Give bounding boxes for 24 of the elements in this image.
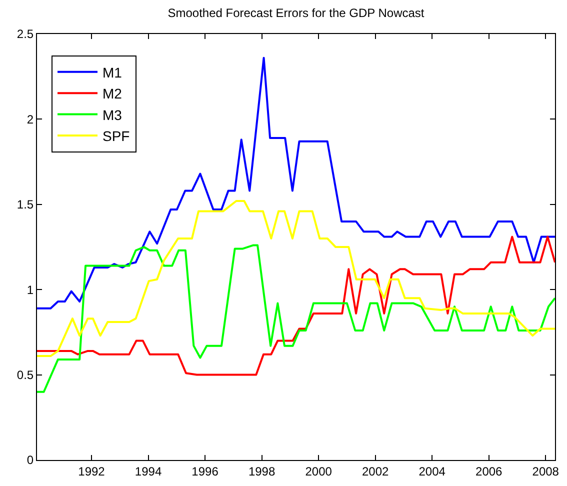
x-tick-label: 2006 bbox=[476, 464, 503, 478]
x-tick-label: 2002 bbox=[362, 464, 389, 478]
legend-label: M1 bbox=[102, 64, 122, 80]
line-series bbox=[37, 56, 555, 310]
y-tick-label: 2 bbox=[26, 112, 34, 126]
line-series bbox=[37, 244, 555, 393]
y-tick-label: 1 bbox=[26, 282, 34, 297]
legend-label: M3 bbox=[102, 106, 122, 123]
y-tick-label: 0 bbox=[26, 453, 34, 468]
y-tick-label: 0.5 bbox=[16, 368, 34, 382]
x-tick-label: 1996 bbox=[192, 464, 219, 478]
x-tick-label: 1992 bbox=[78, 464, 106, 478]
chart-title: Smoothed Forecast Errors for the GDP Nowcast bbox=[168, 6, 425, 20]
legend-label: SPF bbox=[102, 128, 130, 144]
y-tick-label: 2.5 bbox=[16, 27, 34, 42]
x-tick-label: 2008 bbox=[532, 464, 560, 478]
x-tick-label: 2000 bbox=[305, 464, 332, 478]
x-tick-label: 1998 bbox=[248, 464, 276, 478]
line-series bbox=[37, 236, 555, 376]
x-tick-label: 2004 bbox=[418, 464, 446, 478]
x-tick-label: 1994 bbox=[134, 464, 162, 478]
y-tick-label: 1.5 bbox=[16, 198, 34, 212]
line-series bbox=[37, 200, 555, 358]
legend-label: M2 bbox=[102, 86, 122, 102]
